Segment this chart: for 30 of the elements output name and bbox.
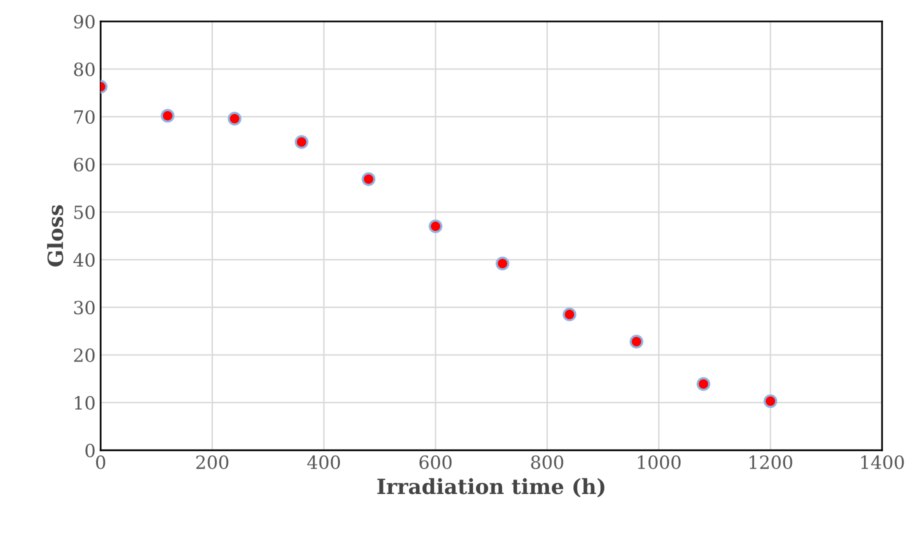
x-tick-label: 200 bbox=[196, 455, 228, 470]
point bbox=[496, 256, 510, 270]
y-tick-label: 90 bbox=[74, 14, 95, 29]
x-axis-title: Irradiation time (h) bbox=[377, 478, 604, 498]
point bbox=[630, 334, 644, 348]
point bbox=[696, 377, 710, 391]
x-tick-label: 1200 bbox=[750, 455, 792, 470]
y-tick-label: 30 bbox=[74, 300, 95, 314]
y-tick-label: 70 bbox=[74, 110, 95, 124]
y-tick-label: 50 bbox=[74, 205, 95, 220]
x-tick-label: 0 bbox=[96, 455, 106, 470]
y-tick-label: 40 bbox=[73, 253, 95, 267]
point bbox=[362, 172, 376, 186]
point bbox=[228, 112, 242, 126]
y-tick-label: 10 bbox=[75, 396, 95, 410]
point bbox=[160, 108, 174, 123]
y-tick-label: 20 bbox=[74, 348, 95, 362]
y-tick-label: 0 bbox=[85, 444, 95, 458]
point bbox=[562, 308, 576, 322]
point bbox=[428, 219, 442, 234]
x-tick-label: 600 bbox=[420, 455, 452, 470]
x-tick-label: 1000 bbox=[638, 455, 681, 470]
x-tick-label: 1400 bbox=[861, 455, 904, 470]
y-tick-label: 60 bbox=[74, 158, 95, 172]
y-axis-title: Gloss bbox=[47, 205, 64, 266]
point bbox=[764, 394, 778, 408]
x-tick-label: 800 bbox=[531, 455, 564, 470]
y-tick-label: 80 bbox=[74, 62, 95, 76]
x-tick-label: 400 bbox=[307, 455, 340, 470]
point bbox=[294, 135, 308, 149]
